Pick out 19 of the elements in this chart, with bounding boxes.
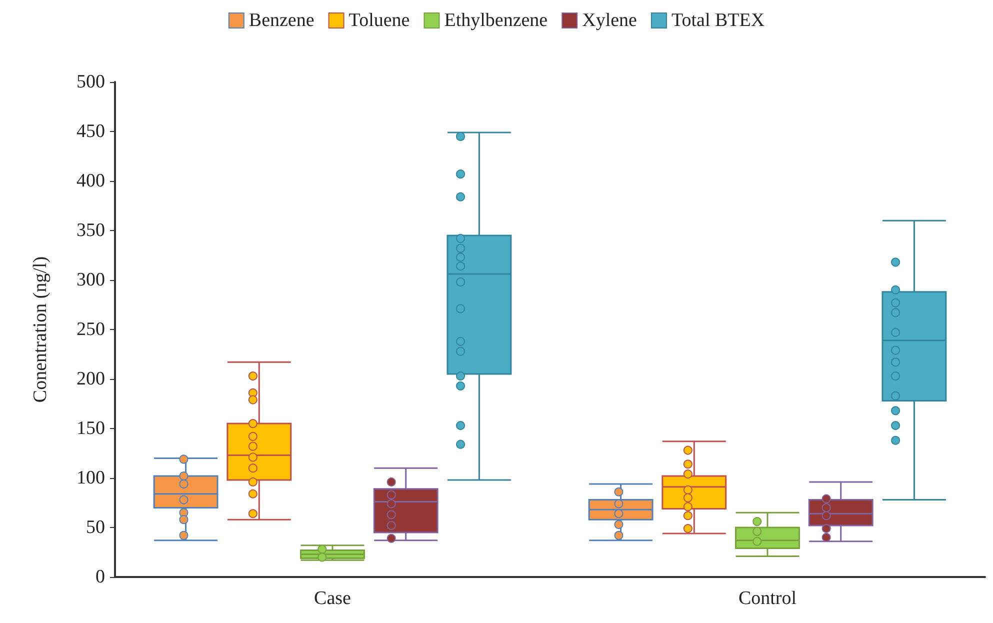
- y-tick-label: 350: [76, 220, 105, 241]
- legend-label: Xylene: [582, 10, 637, 31]
- y-tick-label: 200: [76, 368, 105, 390]
- legend-label: Benzene: [248, 10, 314, 31]
- legend-label: Toluene: [348, 10, 410, 31]
- y-axis-title: Conentration (ng/l): [30, 256, 51, 403]
- y-tick-label: 0: [96, 566, 105, 588]
- y-tick-label: 500: [76, 72, 105, 92]
- y-tick-label: 250: [76, 319, 105, 340]
- x-tick-label: Control: [738, 588, 797, 609]
- y-tick-label: 150: [76, 418, 105, 439]
- y-tick-label: 50: [86, 517, 105, 538]
- legend-label: Total BTEX: [671, 10, 765, 31]
- legend-label: Ethylbenzene: [444, 10, 548, 31]
- y-tick-label: 100: [76, 468, 105, 488]
- y-tick-label: 400: [76, 170, 105, 192]
- y-tick-label: 300: [76, 270, 105, 290]
- x-tick-label: Case: [314, 588, 351, 609]
- y-tick-label: 450: [76, 121, 105, 142]
